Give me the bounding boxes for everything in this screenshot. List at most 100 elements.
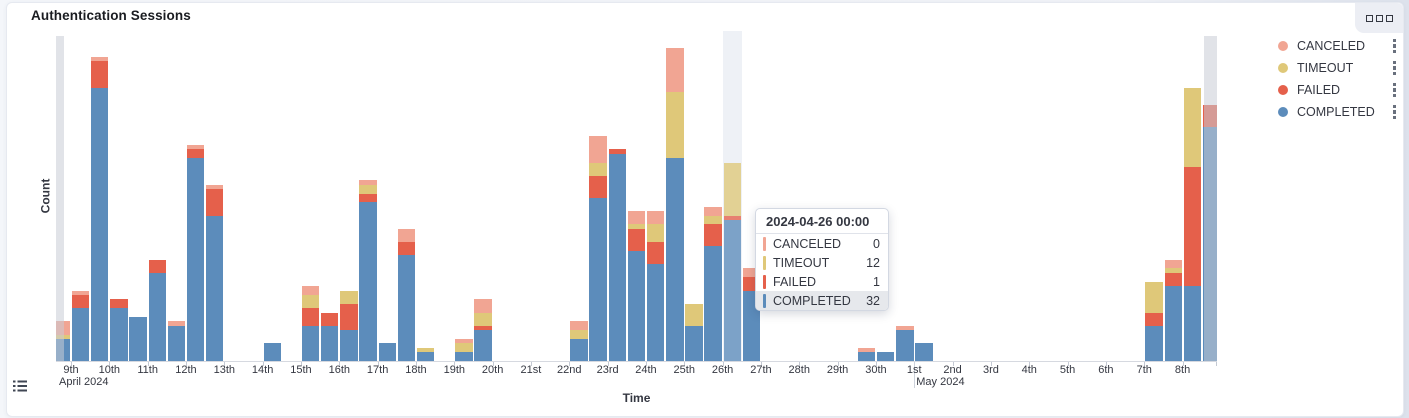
bar-segment-failed[interactable] [704,224,722,247]
bar-segment-timeout[interactable] [474,312,492,326]
bar-segment-completed[interactable] [627,250,646,361]
bar-segment-failed[interactable] [206,189,224,216]
bar-segment-completed[interactable] [455,352,473,361]
bar-segment-timeout[interactable] [416,347,435,353]
bar-segment-canceled[interactable] [397,228,416,243]
bar-segment-timeout[interactable] [666,92,684,159]
bar-segment-completed[interactable] [263,343,281,361]
legend-toggle-button[interactable] [9,375,31,397]
bar-segment-completed[interactable] [186,158,205,361]
legend-item-actions-button[interactable] [1391,59,1399,78]
bar-segment-timeout[interactable] [301,294,320,309]
bar-segment-failed[interactable] [723,215,742,220]
bar-segment-canceled[interactable] [71,290,90,295]
bar-segment-canceled[interactable] [206,184,224,190]
bar-segment-completed[interactable] [397,255,416,361]
bar-segment-canceled[interactable] [301,286,320,295]
bar-segment-canceled[interactable] [704,206,722,216]
bar-segment-timeout[interactable] [455,343,473,353]
bar-segment-failed[interactable] [589,175,607,198]
bar-segment-failed[interactable] [646,242,665,265]
bar-segment-failed[interactable] [1183,167,1202,287]
bar-segment-failed[interactable] [148,259,166,273]
bar-segment-failed[interactable] [1164,272,1182,287]
bar-segment-completed[interactable] [167,325,186,361]
bar-segment-completed[interactable] [704,246,722,361]
bar-segment-canceled[interactable] [1164,259,1182,269]
bar-segment-completed[interactable] [896,330,914,361]
bar-segment-completed[interactable] [1145,325,1163,361]
bar-segment-canceled[interactable] [474,299,492,313]
chart-plot-area[interactable] [56,31,1217,361]
legend-label[interactable]: FAILED [1297,83,1341,97]
bar-segment-timeout[interactable] [570,330,588,339]
bar-segment-timeout[interactable] [685,303,703,326]
legend-item-actions-button[interactable] [1391,103,1399,122]
bar-segment-canceled[interactable] [646,211,665,225]
bar-segment-canceled[interactable] [627,211,646,225]
bar-segment-canceled[interactable] [896,325,914,331]
bar-segment-completed[interactable] [206,215,224,361]
bar-segment-failed[interactable] [186,149,205,159]
bar-segment-failed[interactable] [301,308,320,326]
bar-segment-completed[interactable] [71,308,90,361]
legend-label[interactable]: COMPLETED [1297,105,1375,119]
bar-segment-failed[interactable] [627,228,646,251]
bar-segment-completed[interactable] [877,352,895,361]
bar-segment-completed[interactable] [857,352,876,361]
bar-segment-timeout[interactable] [1183,87,1202,168]
legend-item-actions-button[interactable] [1391,37,1399,56]
bar-segment-canceled[interactable] [570,321,588,331]
bar-segment-canceled[interactable] [742,268,761,278]
bar-segment-failed[interactable] [1145,312,1163,326]
bar-segment-completed[interactable] [359,202,377,361]
bar-segment-failed[interactable] [608,149,627,154]
bar-segment-completed[interactable] [148,272,166,361]
bar-segment-failed[interactable] [397,242,416,256]
bar-segment-canceled[interactable] [666,48,684,93]
bar-segment-canceled[interactable] [167,321,186,326]
bar-segment-timeout[interactable] [359,184,377,194]
legend-item-actions-button[interactable] [1391,81,1399,100]
bar-segment-completed[interactable] [1183,286,1202,361]
bar-segment-canceled[interactable] [455,338,473,344]
bar-segment-completed[interactable] [416,352,435,361]
bar-segment-completed[interactable] [1164,286,1182,361]
legend-label[interactable]: CANCELED [1297,39,1366,53]
bar-segment-timeout[interactable] [1164,268,1182,273]
bar-segment-completed[interactable] [129,316,147,361]
bar-segment-completed[interactable] [666,158,684,361]
bar-segment-timeout[interactable] [723,162,742,216]
bar-segment-timeout[interactable] [1145,281,1163,313]
bar-segment-completed[interactable] [91,87,109,361]
bar-segment-timeout[interactable] [627,224,646,229]
bar-segment-failed[interactable] [321,312,339,326]
bar-segment-completed[interactable] [646,264,665,361]
bar-segment-canceled[interactable] [91,56,109,62]
bar-segment-completed[interactable] [110,308,128,361]
bar-segment-completed[interactable] [915,343,933,361]
panel-options-button[interactable] [1355,3,1403,33]
legend-label[interactable]: TIMEOUT [1297,61,1354,75]
bar-segment-completed[interactable] [301,325,320,361]
bar-segment-timeout[interactable] [704,215,722,225]
bar-segment-completed[interactable] [608,153,627,361]
bar-segment-failed[interactable] [340,303,358,331]
bar-segment-failed[interactable] [110,299,128,309]
bar-segment-completed[interactable] [570,338,588,361]
bar-segment-timeout[interactable] [589,162,607,176]
bar-segment-completed[interactable] [685,325,703,361]
bar-segment-completed[interactable] [589,197,607,361]
bar-segment-failed[interactable] [71,294,90,309]
bar-segment-completed[interactable] [321,325,339,361]
bar-segment-completed[interactable] [378,343,396,361]
bar-segment-canceled[interactable] [857,347,876,353]
bar-segment-completed[interactable] [474,330,492,361]
bar-segment-completed[interactable] [723,219,742,361]
bar-segment-timeout[interactable] [340,290,358,304]
bar-segment-canceled[interactable] [589,136,607,163]
bar-segment-completed[interactable] [340,330,358,361]
bar-segment-canceled[interactable] [359,180,377,185]
bar-segment-failed[interactable] [359,193,377,203]
bar-segment-failed[interactable] [474,325,492,331]
